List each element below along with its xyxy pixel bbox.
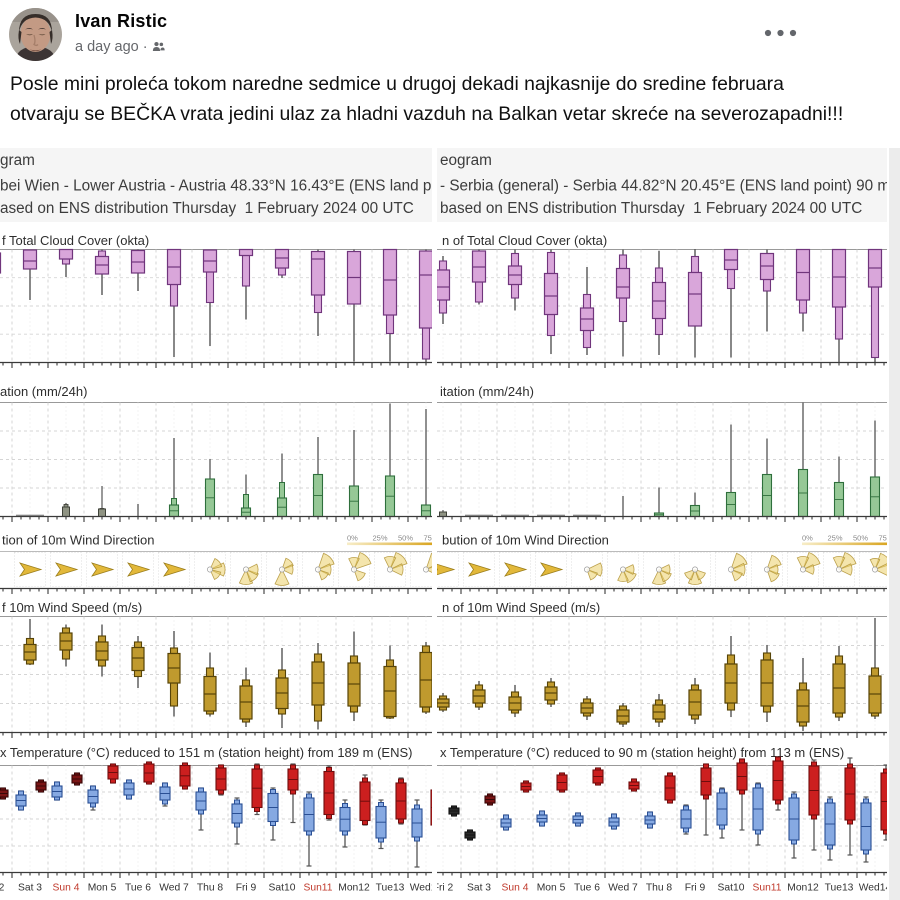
svg-text:ation (mm/24h): ation (mm/24h) (0, 384, 87, 399)
svg-text:x Temperature (°C) reduced to: x Temperature (°C) reduced to 90 m (stat… (440, 745, 844, 760)
svg-text:Wed 7: Wed 7 (608, 883, 638, 894)
svg-text:gram: gram (0, 152, 35, 169)
svg-text:f 10m Wind Speed (m/s): f 10m Wind Speed (m/s) (2, 600, 142, 615)
svg-text:n of 10m Wind Speed (m/s): n of 10m Wind Speed (m/s) (442, 600, 600, 615)
svg-text:bei Wien - Lower Austria - Aus: bei Wien - Lower Austria - Austria 48.33… (0, 178, 461, 195)
svg-text:Mon12: Mon12 (338, 883, 370, 894)
svg-text:bution of 10m Wind Direction: bution of 10m Wind Direction (442, 533, 609, 548)
svg-text:0%: 0% (347, 534, 358, 543)
svg-text:Thu 8: Thu 8 (646, 883, 673, 894)
svg-text:tion of 10m Wind Direction: tion of 10m Wind Direction (2, 533, 154, 548)
svg-text:Sun11: Sun11 (303, 883, 332, 894)
svg-text:Thu 8: Thu 8 (197, 883, 224, 894)
svg-text:eogram: eogram (440, 152, 492, 169)
svg-text:Sun 4: Sun 4 (53, 883, 80, 894)
svg-text:Mon 5: Mon 5 (88, 883, 117, 894)
svg-text:Sat 3: Sat 3 (467, 883, 491, 894)
svg-text:itation (mm/24h): itation (mm/24h) (440, 384, 534, 399)
svg-text:Sat10: Sat10 (718, 883, 745, 894)
svg-text:- Serbia (general) - Serbia 44: - Serbia (general) - Serbia 44.82°N 20.4… (440, 178, 890, 195)
svg-text:n of Total Cloud Cover (okta): n of Total Cloud Cover (okta) (442, 233, 607, 248)
svg-text:50%: 50% (398, 534, 413, 543)
svg-text:75%: 75% (424, 534, 439, 543)
svg-text:Wed14: Wed14 (410, 883, 443, 894)
svg-text:75%: 75% (879, 534, 894, 543)
svg-text:Mon12: Mon12 (787, 883, 819, 894)
svg-text:25%: 25% (828, 534, 843, 543)
svg-text:Fri 9: Fri 9 (236, 883, 257, 894)
svg-text:Fri 2: Fri 2 (0, 883, 5, 894)
svg-text:x Temperature (°C) reduced to: x Temperature (°C) reduced to 151 m (sta… (0, 745, 412, 760)
svg-text:Tue 6: Tue 6 (574, 883, 600, 894)
svg-text:Tue13: Tue13 (376, 883, 405, 894)
svg-text:Tue13: Tue13 (825, 883, 854, 894)
svg-text:Fri 9: Fri 9 (685, 883, 706, 894)
svg-text:Sun11: Sun11 (752, 883, 781, 894)
svg-text:Sat 3: Sat 3 (18, 883, 42, 894)
svg-text:based on ENS distribution Thur: based on ENS distribution Thursday 1 Feb… (440, 200, 862, 217)
svg-text:Sun 4: Sun 4 (502, 883, 529, 894)
svg-text:50%: 50% (853, 534, 868, 543)
svg-text:0%: 0% (802, 534, 813, 543)
svg-text:Sat10: Sat10 (269, 883, 296, 894)
svg-text:25%: 25% (373, 534, 388, 543)
svg-text:Fri 2: Fri 2 (433, 883, 454, 894)
svg-text:Mon 5: Mon 5 (537, 883, 566, 894)
svg-text:f Total Cloud Cover (okta): f Total Cloud Cover (okta) (2, 233, 149, 248)
svg-text:Wed 7: Wed 7 (159, 883, 189, 894)
svg-text:Tue 6: Tue 6 (125, 883, 151, 894)
svg-text:ased on ENS distribution Thurs: ased on ENS distribution Thursday 1 Febr… (0, 200, 414, 217)
svg-text:Wed14: Wed14 (859, 883, 892, 894)
